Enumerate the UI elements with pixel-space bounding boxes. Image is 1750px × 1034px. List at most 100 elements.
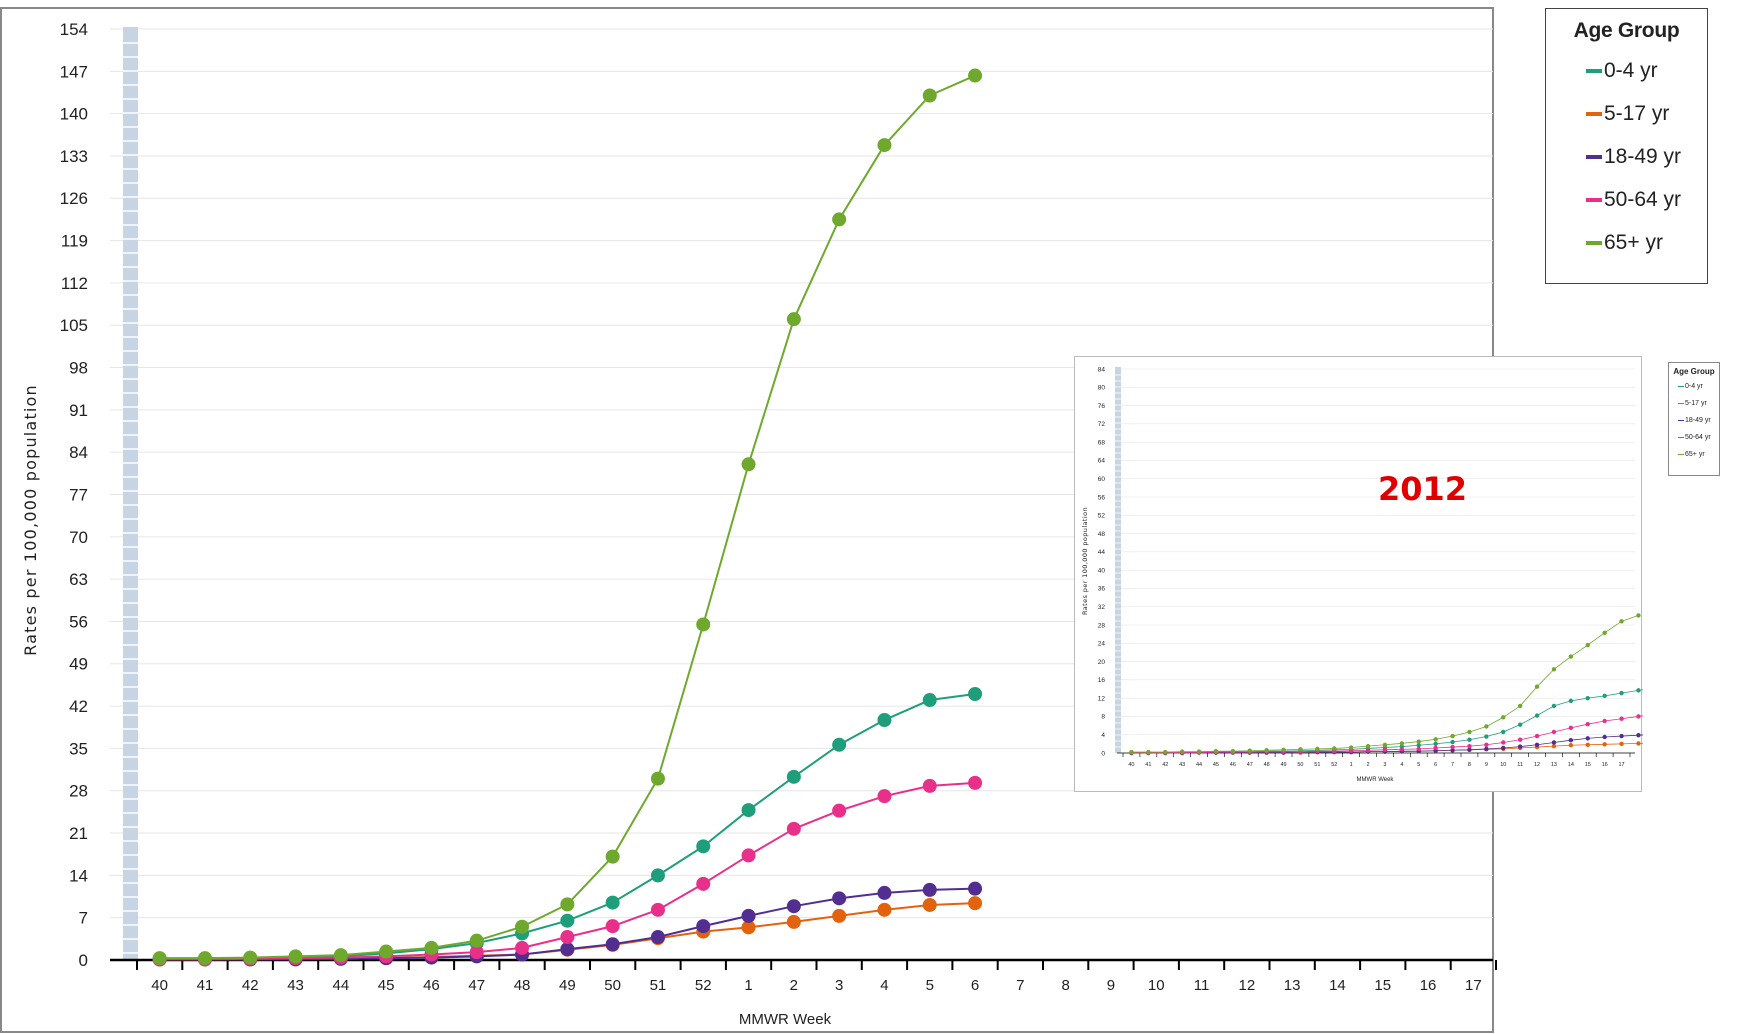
data-point xyxy=(786,769,801,784)
y-axis-title: Rates per 100,000 population xyxy=(1081,507,1089,615)
y-axis-title: Rates per 100,000 population xyxy=(21,384,40,656)
data-point xyxy=(515,919,530,934)
data-point xyxy=(877,902,892,917)
legend-label: 65+ yr xyxy=(1604,230,1663,254)
x-tick-label: 8 xyxy=(1468,762,1471,768)
data-point xyxy=(1501,729,1506,735)
data-point xyxy=(560,913,575,928)
data-point xyxy=(696,617,711,632)
data-point xyxy=(1585,742,1590,747)
data-point xyxy=(379,944,394,959)
x-tick-label: 5 xyxy=(926,977,934,994)
data-point xyxy=(1568,698,1574,704)
y-tick-label: 7 xyxy=(79,909,88,928)
data-point xyxy=(1602,734,1607,740)
legend-label: 5-17 yr xyxy=(1604,101,1670,125)
x-tick-label: 46 xyxy=(423,977,440,994)
x-tick-label: 46 xyxy=(1230,762,1236,768)
data-point xyxy=(832,212,847,227)
x-tick-label: 11 xyxy=(1194,977,1210,994)
y-tick-label: 4 xyxy=(1101,732,1105,739)
legend-swatch xyxy=(1678,385,1684,388)
data-point xyxy=(1568,738,1574,743)
data-point xyxy=(922,88,937,103)
data-point xyxy=(1247,748,1252,753)
data-point xyxy=(1551,729,1557,735)
data-point xyxy=(1179,749,1185,754)
y-tick-label: 36 xyxy=(1098,586,1106,593)
data-point xyxy=(786,312,801,327)
data-point xyxy=(922,693,937,708)
data-point xyxy=(1382,742,1388,747)
data-point xyxy=(1551,667,1557,672)
data-point xyxy=(605,895,620,910)
data-point xyxy=(1585,695,1590,701)
data-point xyxy=(968,775,983,790)
data-point xyxy=(1467,729,1472,735)
inset-year-label: 2012 xyxy=(1378,470,1468,508)
y-tick-label: 70 xyxy=(69,528,88,547)
data-point xyxy=(152,951,167,966)
inset-legend-title: Age Group xyxy=(1673,367,1715,376)
x-tick-label: 44 xyxy=(1196,762,1202,768)
y-tick-label: 48 xyxy=(1098,531,1106,538)
data-point xyxy=(1348,745,1354,750)
data-point xyxy=(605,919,620,934)
axis-strip xyxy=(1115,367,1121,753)
data-point xyxy=(832,891,847,906)
x-tick-label: 1 xyxy=(1350,762,1353,768)
y-tick-label: 64 xyxy=(1098,458,1106,465)
legend-label: 18-49 yr xyxy=(1685,417,1711,424)
y-tick-label: 49 xyxy=(69,655,88,674)
data-point xyxy=(1568,743,1574,748)
x-tick-label: 12 xyxy=(1534,762,1540,768)
y-tick-label: 42 xyxy=(69,697,88,716)
data-point xyxy=(741,457,756,472)
x-tick-label: 40 xyxy=(1128,762,1134,768)
series-line-50-64-yr xyxy=(1131,715,1643,753)
x-tick-label: 7 xyxy=(1016,977,1024,994)
legend-label: 65+ yr xyxy=(1685,451,1705,458)
x-tick-label: 10 xyxy=(1148,977,1165,994)
y-tick-label: 126 xyxy=(60,189,88,208)
data-point xyxy=(1568,725,1574,731)
x-tick-label: 16 xyxy=(1420,977,1437,994)
data-point xyxy=(786,821,801,836)
data-point xyxy=(786,914,801,929)
y-tick-label: 63 xyxy=(69,570,88,589)
data-point xyxy=(1399,741,1405,746)
x-tick-label: 13 xyxy=(1284,977,1301,994)
x-axis-title: MMWR Week xyxy=(739,1011,832,1028)
legend-swatch xyxy=(1586,197,1602,202)
data-point xyxy=(1365,743,1371,749)
legend-swatch xyxy=(1678,436,1684,439)
x-tick-label: 50 xyxy=(604,977,621,994)
data-point xyxy=(1281,747,1286,752)
data-point xyxy=(877,138,892,153)
x-tick-label: 50 xyxy=(1297,762,1303,768)
x-tick-label: 43 xyxy=(287,977,304,994)
series-line-65-yr xyxy=(159,74,976,960)
data-point xyxy=(1433,741,1438,747)
y-tick-label: 52 xyxy=(1098,513,1106,520)
inset-legend-item: 5-17 yr xyxy=(1669,395,1719,412)
legend-label: 0-4 yr xyxy=(1685,383,1703,390)
data-point xyxy=(922,778,937,793)
data-point xyxy=(1484,734,1489,739)
x-tick-label: 48 xyxy=(514,977,531,994)
data-point xyxy=(968,68,983,83)
data-point xyxy=(1636,714,1641,719)
data-point xyxy=(1602,742,1607,747)
x-tick-label: 2 xyxy=(1367,762,1370,768)
inset-legend-item: 18-49 yr xyxy=(1669,412,1719,429)
data-point xyxy=(786,899,801,914)
data-point xyxy=(1551,743,1557,749)
x-tick-label: 3 xyxy=(1383,762,1386,768)
data-point xyxy=(832,908,847,923)
data-point xyxy=(741,803,756,818)
y-tick-label: 84 xyxy=(69,443,88,462)
y-tick-label: 56 xyxy=(69,612,88,631)
x-tick-label: 15 xyxy=(1585,762,1591,768)
data-point xyxy=(1534,742,1540,747)
data-point xyxy=(1619,716,1624,721)
